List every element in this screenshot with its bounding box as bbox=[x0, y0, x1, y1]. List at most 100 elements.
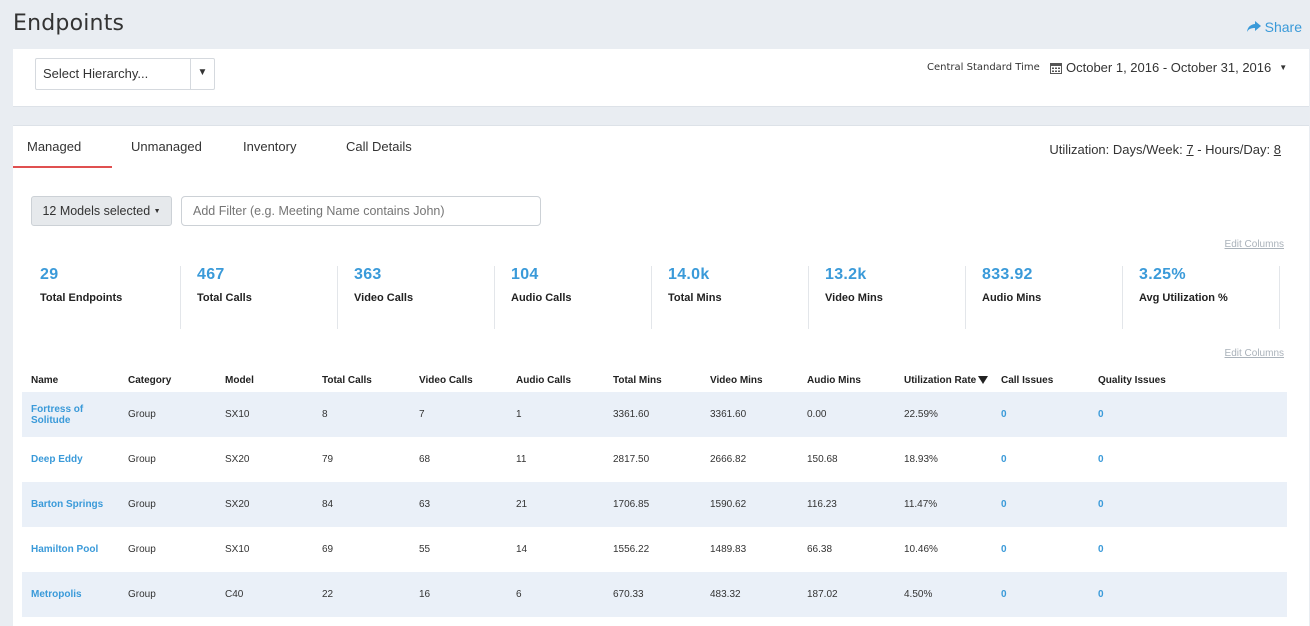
share-button[interactable]: Share bbox=[1246, 19, 1302, 35]
stat-value: 3.25% bbox=[1139, 266, 1186, 283]
cell-call-issues[interactable]: 0 bbox=[992, 572, 1089, 617]
cell-name[interactable]: Metropolis bbox=[22, 572, 119, 617]
column-header-model[interactable]: Model bbox=[225, 375, 254, 386]
utilization-settings: Utilization: Days/Week: 7 - Hours/Day: 8 bbox=[1049, 142, 1281, 157]
cell-quality-issues[interactable]: 0 bbox=[1089, 572, 1287, 617]
cell-category: Group bbox=[128, 544, 156, 555]
cell-total-calls: 79 bbox=[322, 454, 334, 465]
models-select-label: 12 Models selected bbox=[42, 204, 151, 218]
column-header-call-issues[interactable]: Call Issues bbox=[1001, 375, 1054, 386]
hierarchy-select[interactable]: Select Hierarchy... ▼ bbox=[35, 58, 215, 90]
cell-category: Group bbox=[119, 392, 216, 437]
cell-call-issues[interactable]: 0 bbox=[1001, 454, 1007, 465]
column-header-video-calls[interactable]: Video Calls bbox=[419, 375, 473, 386]
cell-utilization-rate: 11.47% bbox=[895, 482, 992, 527]
cell-name[interactable]: Barton Springs bbox=[22, 482, 119, 527]
cell-video-mins: 3361.60 bbox=[701, 392, 798, 437]
calendar-icon bbox=[1050, 62, 1062, 74]
tab-unmanaged[interactable]: Unmanaged bbox=[131, 139, 202, 154]
sort-desc-icon bbox=[978, 376, 989, 384]
date-range-picker[interactable]: October 1, 2016 - October 31, 2016 ▼ bbox=[1050, 60, 1287, 75]
cell-quality-issues[interactable]: 0 bbox=[1089, 392, 1287, 437]
cell-audio-mins: 0.00 bbox=[798, 392, 895, 437]
dropdown-arrow-icon[interactable]: ▼ bbox=[190, 59, 214, 89]
tab-inventory[interactable]: Inventory bbox=[243, 139, 297, 154]
cell-category: Group bbox=[119, 572, 216, 617]
stat-audio-mins: 833.92 Audio Mins bbox=[966, 266, 1123, 329]
column-header-name[interactable]: Name bbox=[31, 375, 59, 386]
cell-quality-issues[interactable]: 0 bbox=[1089, 482, 1287, 527]
cell-video-calls: 55 bbox=[419, 544, 431, 555]
column-header-utilization-rate[interactable]: Utilization Rate bbox=[895, 369, 992, 392]
tab-call-details[interactable]: Call Details bbox=[346, 139, 412, 154]
cell-model: C40 bbox=[216, 572, 313, 617]
stat-total-endpoints: 29 Total Endpoints bbox=[24, 266, 181, 329]
stat-video-mins: 13.2k Video Mins bbox=[809, 266, 966, 329]
cell-audio-mins: 116.23 bbox=[798, 482, 895, 527]
hours-per-day-link[interactable]: 8 bbox=[1273, 142, 1281, 157]
cell-audio-mins: 66.38 bbox=[807, 544, 833, 555]
stat-value: 833.92 bbox=[982, 266, 1033, 283]
cell-name[interactable]: Hamilton Pool bbox=[31, 544, 99, 555]
stat-value: 29 bbox=[40, 266, 59, 283]
cell-audio-calls: 6 bbox=[507, 572, 604, 617]
cell-total-mins: 3361.60 bbox=[604, 392, 701, 437]
table-header-row: Name Category Model Total Calls Video Ca… bbox=[22, 369, 1287, 392]
column-header-total-calls[interactable]: Total Calls bbox=[322, 375, 372, 386]
hierarchy-select-value: Select Hierarchy... bbox=[43, 66, 149, 81]
stat-value: 467 bbox=[197, 266, 225, 283]
cell-audio-calls: 21 bbox=[507, 482, 604, 527]
cell-utilization-rate: 22.59% bbox=[895, 392, 992, 437]
table-row[interactable]: Hamilton Pool Group SX10 69 55 14 1556.22 1489.… bbox=[22, 527, 1287, 572]
table-row[interactable]: Barton Springs Group SX20 84 63 21 1706.85 1590… bbox=[22, 482, 1287, 527]
stat-value: 14.0k bbox=[668, 266, 710, 283]
cell-audio-mins: 187.02 bbox=[798, 572, 895, 617]
cell-call-issues[interactable]: 0 bbox=[992, 482, 1089, 527]
cell-category: Group bbox=[128, 454, 156, 465]
stat-total-mins: 14.0k Total Mins bbox=[652, 266, 809, 329]
stat-label: Total Calls bbox=[197, 292, 252, 304]
cell-audio-calls: 11 bbox=[516, 454, 527, 465]
stat-label: Total Endpoints bbox=[40, 292, 123, 304]
days-per-week-link[interactable]: 7 bbox=[1186, 142, 1194, 157]
cell-total-mins: 1556.22 bbox=[613, 544, 650, 555]
table-row[interactable]: Metropolis Group C40 22 16 6 670.33 483.32 187.0… bbox=[22, 572, 1287, 617]
edit-columns-link-table[interactable]: Edit Columns bbox=[1224, 348, 1284, 359]
cell-quality-issues[interactable]: 0 bbox=[1098, 544, 1104, 555]
cell-model: SX10 bbox=[216, 392, 313, 437]
column-header-quality-issues[interactable]: Quality Issues bbox=[1098, 375, 1166, 386]
cell-utilization-rate: 10.46% bbox=[904, 544, 938, 555]
cell-video-mins: 483.32 bbox=[701, 572, 798, 617]
cell-video-calls: 63 bbox=[410, 482, 507, 527]
stat-label: Audio Calls bbox=[511, 292, 572, 304]
cell-name[interactable]: Fortress of Solitude bbox=[22, 392, 119, 437]
cell-quality-issues[interactable]: 0 bbox=[1098, 454, 1104, 465]
models-select-button[interactable]: 12 Models selected ▼ bbox=[31, 196, 172, 226]
column-header-audio-calls[interactable]: Audio Calls bbox=[516, 375, 572, 386]
cell-model: SX10 bbox=[225, 544, 250, 555]
cell-video-mins: 1489.83 bbox=[710, 544, 747, 555]
edit-columns-link-stats[interactable]: Edit Columns bbox=[1224, 239, 1284, 250]
column-header-category[interactable]: Category bbox=[128, 375, 172, 386]
stats-summary: 29 Total Endpoints 467 Total Calls 363 Vide… bbox=[24, 266, 1280, 329]
tab-bar: Managed Unmanaged Inventory Call Details bbox=[13, 126, 452, 168]
stat-label: Avg Utilization % bbox=[1139, 292, 1228, 304]
cell-video-mins: 2666.82 bbox=[710, 454, 747, 465]
table-row[interactable]: Deep Eddy Group SX20 79 68 11 2817.50 2666.82 15… bbox=[22, 437, 1287, 482]
cell-total-calls: 8 bbox=[313, 392, 410, 437]
utilization-middle: - Hours/Day: bbox=[1193, 142, 1274, 157]
share-label: Share bbox=[1264, 19, 1302, 35]
endpoints-table: Name Category Model Total Calls Video Ca… bbox=[22, 369, 1287, 617]
column-header-total-mins[interactable]: Total Mins bbox=[613, 375, 662, 386]
cell-call-issues[interactable]: 0 bbox=[992, 392, 1089, 437]
cell-model: SX20 bbox=[216, 482, 313, 527]
table-row[interactable]: Fortress of Solitude Group SX10 8 7 1 3361.60 3… bbox=[22, 392, 1287, 437]
cell-call-issues[interactable]: 0 bbox=[1001, 544, 1007, 555]
add-filter-input[interactable] bbox=[181, 196, 541, 226]
cell-audio-calls: 14 bbox=[516, 544, 528, 555]
column-header-audio-mins[interactable]: Audio Mins bbox=[807, 375, 861, 386]
cell-name[interactable]: Deep Eddy bbox=[31, 454, 83, 465]
column-header-video-mins[interactable]: Video Mins bbox=[710, 375, 763, 386]
tab-managed[interactable]: Managed bbox=[13, 126, 112, 168]
page-title: Endpoints bbox=[13, 11, 125, 36]
